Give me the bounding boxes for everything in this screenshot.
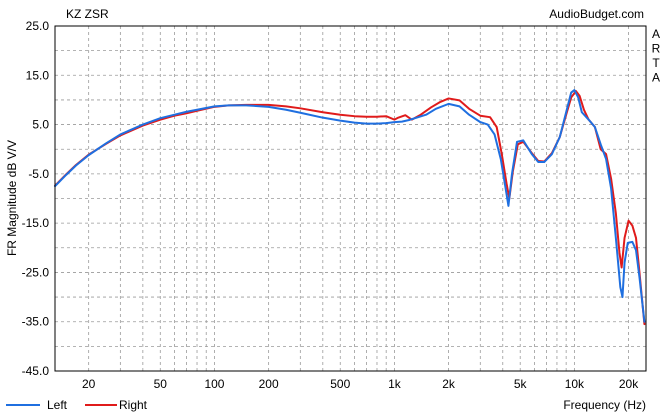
- y-tick-label: 5.0: [32, 118, 49, 132]
- legend-label-left: Left: [47, 398, 68, 412]
- x-axis-label: Frequency (Hz): [563, 398, 646, 412]
- y-tick-label: -35.0: [22, 315, 50, 329]
- side-label-letter: R: [652, 42, 661, 56]
- x-tick-label: 2k: [442, 377, 456, 391]
- legend: Left Right: [6, 398, 148, 412]
- x-tick-label: 1k: [388, 377, 402, 391]
- y-axis-label: FR Magnitude dB V/V: [5, 140, 19, 256]
- x-tick-labels: 20 50 100 200 500 1k 2k 5k 10k 20k: [82, 377, 639, 391]
- y-tick-label: -45.0: [22, 364, 50, 378]
- side-label-letter: T: [652, 56, 660, 70]
- x-tick-label: 50: [154, 377, 168, 391]
- y-tick-labels: 25.0 15.0 5.0 -5.0 -15.0 -25.0 -35.0 -45.0: [22, 19, 50, 378]
- x-tick-label: 20: [82, 377, 96, 391]
- legend-label-right: Right: [119, 398, 148, 412]
- y-tick-label: 15.0: [26, 68, 50, 82]
- y-tick-label: -15.0: [22, 216, 50, 230]
- x-tick-label: 10k: [565, 377, 585, 391]
- chart-title: KZ ZSR: [66, 7, 109, 21]
- plot-frame: [54, 25, 647, 372]
- grid: [55, 25, 646, 372]
- y-tick-label: -25.0: [22, 265, 50, 279]
- x-tick-label: 200: [259, 377, 279, 391]
- watermark: AudioBudget.com: [549, 7, 644, 21]
- side-label-letter: A: [652, 27, 660, 41]
- series-layer: [54, 89, 646, 326]
- x-tick-label: 5k: [514, 377, 528, 391]
- series-line-left: [54, 89, 646, 323]
- y-tick-label: -5.0: [28, 167, 49, 181]
- side-label-letter: A: [652, 71, 660, 85]
- x-tick-label: 100: [204, 377, 224, 391]
- x-tick-label: 20k: [619, 377, 639, 391]
- y-tick-label: 25.0: [26, 19, 50, 33]
- x-tick-label: 500: [330, 377, 350, 391]
